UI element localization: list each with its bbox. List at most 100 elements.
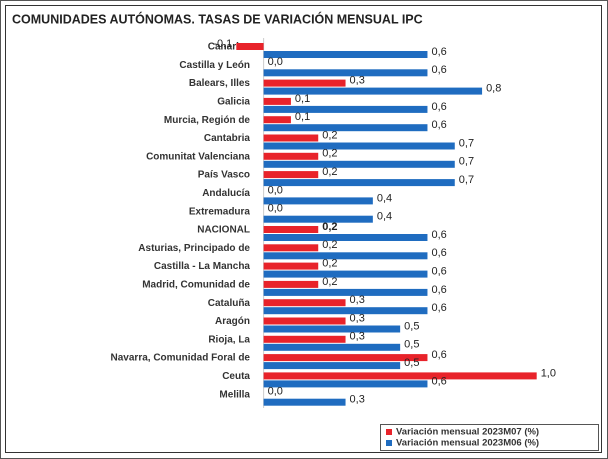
value-label: 0,0 — [268, 386, 283, 398]
bar — [263, 244, 319, 252]
value-label: 0,6 — [431, 46, 446, 58]
category-label: Galicia — [217, 97, 250, 108]
bar — [263, 362, 401, 370]
value-label: 0,7 — [459, 137, 474, 149]
value-label: 0,2 — [322, 239, 337, 251]
bar — [263, 335, 346, 343]
value-label: 0,3 — [350, 394, 365, 406]
category-label: Madrid, Comunidad de — [142, 280, 250, 291]
bar — [263, 343, 401, 351]
bar — [263, 270, 428, 278]
value-label: 0,8 — [486, 83, 501, 95]
category-label: Murcia, Región de — [164, 115, 251, 126]
legend-swatch — [386, 429, 392, 435]
value-label: 0,5 — [404, 339, 419, 351]
category-label: Comunitat Valenciana — [146, 151, 250, 162]
bar — [263, 215, 373, 223]
bar — [263, 325, 401, 333]
value-label: 0,6 — [431, 375, 446, 387]
value-label: 0,5 — [404, 320, 419, 332]
bar — [263, 380, 428, 388]
value-label: 0,1 — [295, 93, 310, 105]
category-label: NACIONAL — [197, 225, 250, 236]
category-label: Rioja, La — [208, 334, 250, 345]
value-label: 0,0 — [268, 203, 283, 215]
bar — [263, 299, 346, 307]
value-label: 0,7 — [459, 174, 474, 186]
category-label: Melilla — [219, 389, 250, 400]
bar — [263, 152, 319, 160]
category-label: Balears, Illes — [189, 78, 251, 89]
bar — [263, 234, 428, 241]
value-label: -0,1 — [213, 38, 232, 50]
bar — [263, 226, 319, 233]
bar — [236, 43, 264, 50]
value-label: 0,7 — [459, 156, 474, 168]
category-label: Cataluña — [208, 298, 251, 309]
bar — [263, 134, 319, 142]
bar — [263, 171, 319, 179]
category-label: Ceuta — [222, 371, 250, 382]
value-label: 0,3 — [350, 294, 365, 306]
value-label: 0,6 — [431, 349, 446, 361]
bar — [263, 307, 428, 315]
bar — [263, 69, 428, 77]
bar — [263, 116, 291, 124]
value-label: 0,6 — [431, 247, 446, 259]
value-label: 0,3 — [350, 331, 365, 343]
value-label: 0,1 — [295, 111, 310, 123]
bar — [263, 97, 291, 105]
value-label: 0,2 — [322, 166, 337, 178]
legend-swatch — [386, 440, 392, 446]
bar — [263, 354, 428, 362]
legend-box — [380, 424, 599, 451]
category-label: Andalucía — [202, 188, 250, 199]
category-label: Castilla y León — [179, 60, 250, 71]
value-label: 0,0 — [268, 56, 283, 68]
value-label: 0,6 — [431, 64, 446, 76]
bar — [263, 87, 483, 95]
bar — [263, 280, 319, 288]
bar — [263, 179, 455, 187]
bar — [263, 252, 428, 260]
value-label: 0,0 — [268, 184, 283, 196]
category-label: Navarra, Comunidad Foral de — [111, 353, 251, 364]
bar — [263, 372, 537, 380]
bar — [263, 197, 373, 205]
value-label: 0,2 — [322, 276, 337, 288]
value-label: 0,2 — [322, 129, 337, 141]
value-label: 0,6 — [431, 302, 446, 314]
value-label: 0,3 — [350, 312, 365, 324]
chart-title: COMUNIDADES AUTÓNOMAS. TASAS DE VARIACIÓ… — [12, 11, 423, 26]
value-label: 0,6 — [431, 284, 446, 296]
value-label: 0,4 — [377, 211, 392, 223]
category-label: Asturias, Principado de — [138, 243, 250, 254]
value-label: 0,6 — [431, 266, 446, 278]
value-label: 0,2 — [322, 258, 337, 270]
value-label: 0,6 — [431, 119, 446, 131]
category-label: Extremadura — [189, 206, 251, 217]
value-label: 0,2 — [322, 148, 337, 160]
legend-label: Variación mensual 2023M06 (%) — [396, 438, 539, 449]
bar — [263, 262, 319, 270]
category-label: Aragón — [215, 316, 250, 327]
value-label: 0,6 — [431, 101, 446, 113]
category-label: Cantabria — [204, 133, 251, 144]
bar — [263, 124, 428, 132]
value-label: 0,3 — [350, 75, 365, 87]
value-label: 0,6 — [431, 229, 446, 241]
bar — [263, 317, 346, 325]
bar — [263, 288, 428, 296]
value-label: 1,0 — [541, 367, 556, 379]
bar — [263, 105, 428, 113]
value-label: 0,4 — [377, 192, 392, 204]
legend-label: Variación mensual 2023M07 (%) — [396, 427, 539, 438]
bar — [263, 79, 346, 87]
value-label: 0,2 — [322, 221, 337, 233]
category-label: Castilla - La Mancha — [154, 261, 251, 272]
bar — [263, 142, 455, 150]
bar — [263, 398, 346, 406]
value-label: 0,5 — [404, 357, 419, 369]
category-label: País Vasco — [198, 170, 250, 181]
